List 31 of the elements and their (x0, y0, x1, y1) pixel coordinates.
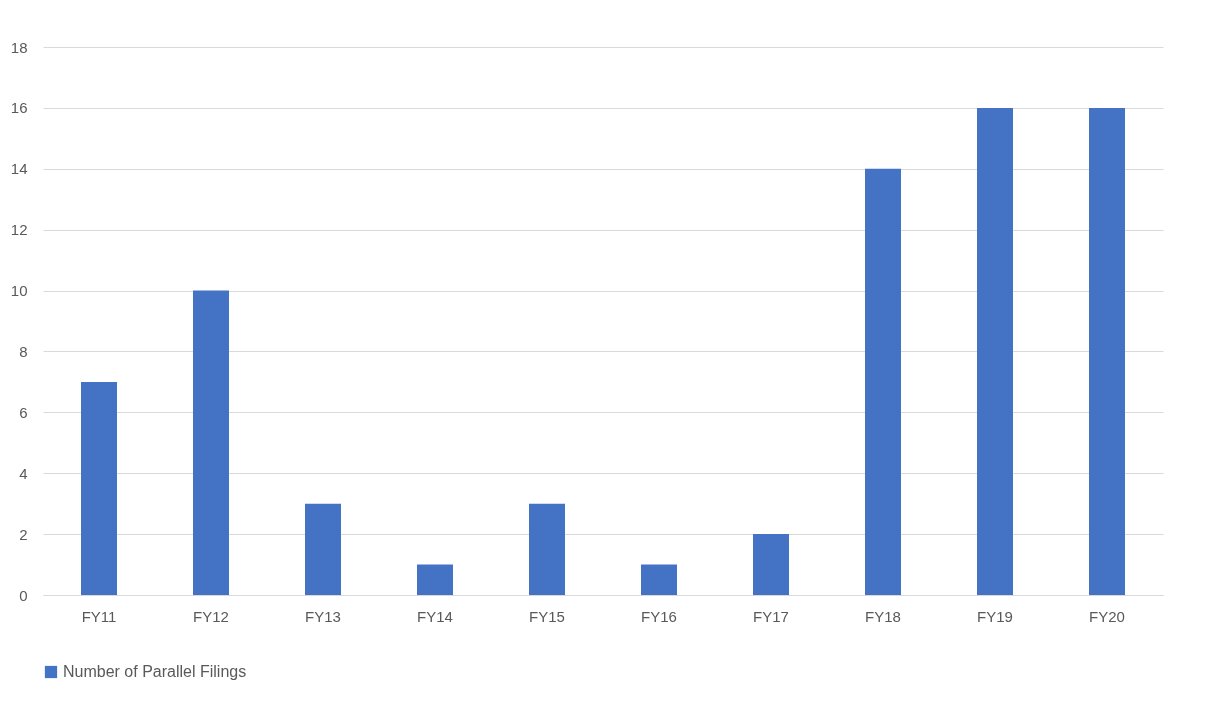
x-tick-label: FY13 (305, 607, 341, 625)
bar (1089, 107, 1125, 595)
y-tick-label: 6 (19, 403, 28, 421)
bar (529, 503, 565, 595)
bar (193, 290, 229, 595)
x-tick-label: FY19 (977, 607, 1013, 625)
y-tick-label: 10 (10, 282, 28, 300)
x-tick-label: FY14 (417, 607, 453, 625)
y-tick-label: 4 (19, 464, 28, 482)
x-tick-label: FY12 (193, 607, 229, 625)
x-tick-label: FY17 (753, 607, 789, 625)
y-tick-label: 8 (19, 342, 28, 360)
legend-label: Number of Parallel Filings (63, 663, 247, 680)
bar (81, 381, 117, 595)
bar (865, 168, 901, 595)
bar (641, 564, 677, 595)
y-tick-label: 12 (10, 221, 28, 239)
y-tick-label: 2 (19, 525, 28, 543)
x-tick-label: FY18 (865, 607, 901, 625)
x-tick-label: FY16 (641, 607, 677, 625)
bar (753, 534, 789, 595)
bar (417, 564, 453, 595)
y-tick-label: 14 (10, 160, 28, 178)
x-tick-label: FY11 (81, 607, 117, 625)
x-tick-label: FY20 (1089, 607, 1125, 625)
y-tick-label: 18 (10, 38, 28, 56)
bar (977, 107, 1013, 595)
bar (305, 503, 341, 595)
y-tick-label: 16 (10, 99, 28, 117)
x-tick-label: FY15 (529, 607, 565, 625)
y-tick-label: 0 (19, 586, 28, 604)
